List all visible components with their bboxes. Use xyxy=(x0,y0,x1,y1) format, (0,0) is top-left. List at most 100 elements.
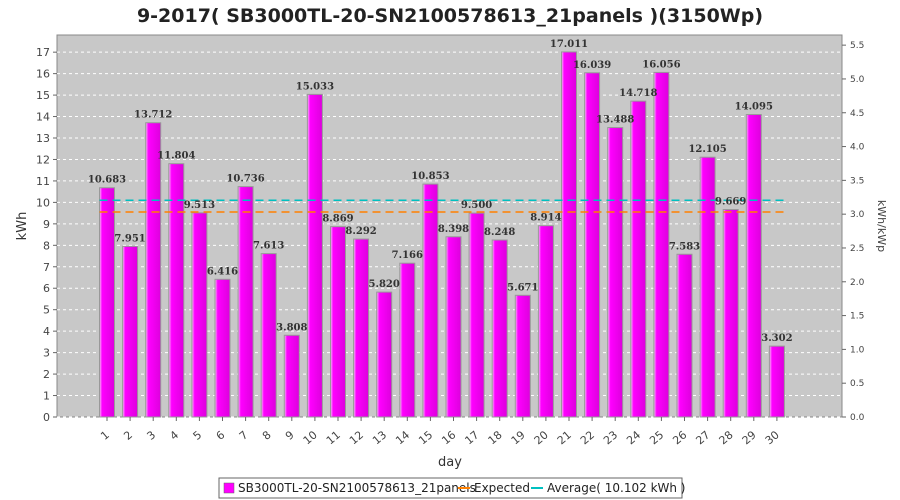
x-tick-label: 3 xyxy=(144,428,158,442)
y2-tick-label: 0.0 xyxy=(850,413,865,423)
x-tick-label: 11 xyxy=(324,428,343,447)
bar-label: 5.671 xyxy=(507,282,538,293)
bar xyxy=(722,208,739,418)
bar xyxy=(607,127,624,418)
bar-label: 9.500 xyxy=(461,200,492,211)
bar xyxy=(283,334,300,418)
bar xyxy=(768,345,785,418)
y-tick-label: 1 xyxy=(43,390,50,403)
bar xyxy=(491,239,508,418)
x-tick-label: 15 xyxy=(416,428,435,447)
y2-tick-label: 1.0 xyxy=(850,345,865,355)
x-tick-label: 7 xyxy=(237,428,251,442)
x-tick-label: 21 xyxy=(555,428,574,447)
bar xyxy=(168,163,185,418)
bar xyxy=(561,51,577,418)
y2-tick-label: 3.0 xyxy=(850,210,865,220)
x-tick-label: 20 xyxy=(532,428,551,447)
y-tick-label: 14 xyxy=(36,111,50,124)
x-tick-label: 4 xyxy=(168,428,182,442)
y-tick-label: 4 xyxy=(43,325,50,338)
bar-label: 10.736 xyxy=(226,174,264,185)
y-tick-label: 12 xyxy=(36,153,50,166)
bar-label: 12.105 xyxy=(688,144,726,155)
x-tick-label: 8 xyxy=(260,428,274,442)
chart-title: 9-2017( SB3000TL-20-SN2100578613_21panel… xyxy=(137,5,763,27)
bar-label: 10.853 xyxy=(411,171,449,182)
bar xyxy=(191,212,208,418)
bar-label: 14.718 xyxy=(619,88,657,99)
legend-swatch-bars xyxy=(223,482,235,494)
bar xyxy=(330,226,346,418)
y-tick-label: 5 xyxy=(43,304,50,317)
x-tick-label: 13 xyxy=(370,428,389,447)
x-tick-label: 5 xyxy=(191,428,205,442)
y-tick-label: 13 xyxy=(36,132,50,145)
x-tick-label: 26 xyxy=(670,428,689,447)
x-tick-label: 29 xyxy=(740,428,759,447)
bar xyxy=(676,253,693,418)
x-tick-label: 14 xyxy=(393,428,412,447)
bar xyxy=(445,236,462,418)
right-axis-ticks: 0.0 0.5 1.0 1.5 2.0 2.5 3.0 3.5 4.0 4.5 5.0 5.5 xyxy=(842,41,865,423)
bar xyxy=(145,122,162,418)
y2-tick-label: 2.0 xyxy=(850,278,865,288)
y-tick-label: 15 xyxy=(36,89,50,102)
x-tick-label: 30 xyxy=(763,428,782,447)
x-tick-label: 9 xyxy=(283,428,297,442)
bar-label: 5.820 xyxy=(369,279,400,290)
y-tick-label: 3 xyxy=(43,347,50,360)
x-tick-label: 18 xyxy=(486,428,505,447)
x-axis-ticks: 1 2 3 4 5 6 7 8 9 10 11 12 13 14 15 16 17 18 19 20 21 22 23 24 2… xyxy=(98,417,782,447)
bar xyxy=(537,225,554,418)
bar-label: 14.095 xyxy=(735,102,773,113)
bar xyxy=(468,212,485,418)
y2-tick-label: 5.0 xyxy=(850,75,865,85)
bar xyxy=(260,253,277,418)
bar-label: 8.914 xyxy=(530,213,561,224)
bar-label: 7.583 xyxy=(669,241,700,252)
y-tick-label: 17 xyxy=(36,46,50,59)
bar-label: 6.416 xyxy=(207,266,238,277)
reference-lines xyxy=(99,199,785,213)
x-tick-label: 16 xyxy=(439,428,458,447)
y2-tick-label: 3.5 xyxy=(850,176,864,186)
y-tick-label: 6 xyxy=(43,282,50,295)
bar-label: 17.011 xyxy=(550,39,588,50)
y2-axis-label: kWh/kWp xyxy=(875,200,888,252)
x-tick-label: 2 xyxy=(121,428,135,442)
bar xyxy=(376,291,393,418)
bar xyxy=(122,245,139,418)
x-tick-label: 17 xyxy=(462,428,481,447)
x-tick-label: 10 xyxy=(301,428,320,447)
bar xyxy=(514,294,531,418)
bar-label: 8.869 xyxy=(322,214,353,225)
bars xyxy=(99,51,785,418)
x-tick-label: 6 xyxy=(214,428,228,442)
bar-value-labels: 10.683 7.951 13.712 11.804 9.513 6.416 10.736 7… xyxy=(88,39,793,344)
y-tick-label: 9 xyxy=(43,218,50,231)
bar xyxy=(99,187,115,418)
x-axis-label: day xyxy=(438,455,462,470)
y-axis-label: kWh xyxy=(15,212,30,241)
bar xyxy=(630,100,647,418)
y-tick-label: 10 xyxy=(36,196,50,209)
bar-label: 13.488 xyxy=(596,115,634,126)
x-tick-label: 25 xyxy=(647,428,666,447)
bar-label: 8.398 xyxy=(438,224,469,235)
x-tick-label: 12 xyxy=(347,428,366,447)
y-tick-label: 16 xyxy=(36,68,50,81)
bar-label: 13.712 xyxy=(134,110,172,121)
bar-label: 8.248 xyxy=(484,227,515,238)
bar-label: 16.056 xyxy=(642,59,680,70)
y-tick-label: 7 xyxy=(43,261,50,274)
bar xyxy=(653,71,670,418)
legend: SB3000TL-20-SN2100578613_21panels Expect… xyxy=(218,477,686,499)
bar xyxy=(399,262,416,418)
bar xyxy=(699,156,716,418)
bar xyxy=(214,278,231,418)
y-tick-label: 2 xyxy=(43,368,50,381)
x-tick-label: 1 xyxy=(98,428,112,442)
